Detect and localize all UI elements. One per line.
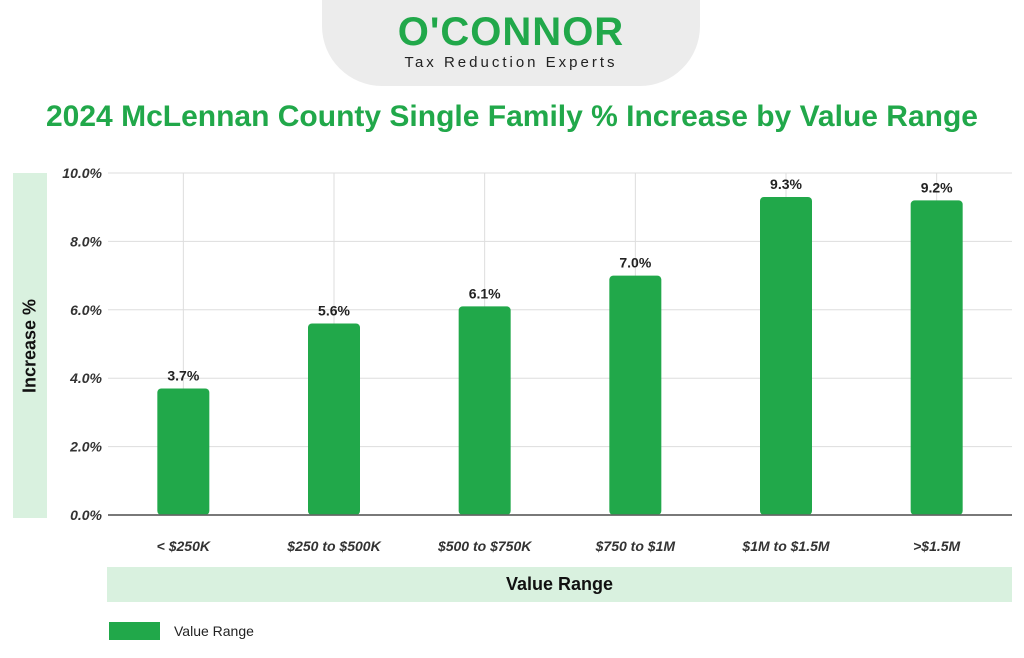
x-axis-label: Value Range bbox=[107, 567, 1012, 602]
y-tick-label: 4.0% bbox=[69, 370, 102, 386]
y-tick-label: 6.0% bbox=[70, 302, 102, 318]
x-tick-label: $500 to $750K bbox=[437, 538, 532, 554]
y-tick-label: 2.0% bbox=[69, 439, 102, 455]
logo: O'CONNOR bbox=[397, 10, 625, 54]
data-label: 7.0% bbox=[619, 255, 651, 271]
bar bbox=[308, 323, 360, 515]
x-tick-label: >$1.5M bbox=[913, 538, 960, 554]
legend-label: Value Range bbox=[174, 623, 254, 639]
data-label: 3.7% bbox=[167, 367, 199, 383]
x-tick-label: < $250K bbox=[157, 538, 211, 554]
chart-title: 2024 McLennan County Single Family % Inc… bbox=[46, 100, 978, 133]
x-tick-label: $750 to $1M bbox=[595, 538, 676, 554]
y-tick-label: 10.0% bbox=[62, 165, 102, 181]
legend-swatch bbox=[109, 622, 160, 640]
logo-tagline: Tax Reduction Experts bbox=[404, 54, 618, 71]
bar bbox=[609, 275, 662, 515]
bar bbox=[157, 388, 210, 515]
x-tick-label: $1M to $1.5M bbox=[741, 538, 829, 554]
bar bbox=[760, 196, 812, 515]
logo-banner: O'CONNOR Tax Reduction Experts bbox=[322, 0, 700, 86]
legend: Value Range bbox=[109, 621, 254, 641]
bar bbox=[910, 200, 963, 516]
bar bbox=[458, 306, 511, 515]
data-label: 5.6% bbox=[318, 302, 350, 318]
data-label: 9.3% bbox=[770, 176, 802, 192]
y-tick-label: 8.0% bbox=[70, 233, 102, 249]
data-label: 9.2% bbox=[921, 179, 953, 195]
y-axis-label-band: Increase % bbox=[13, 173, 47, 518]
data-label: 6.1% bbox=[469, 285, 501, 301]
y-tick-label: 0.0% bbox=[70, 507, 102, 523]
x-tick-label: $250 to $500K bbox=[286, 538, 381, 554]
